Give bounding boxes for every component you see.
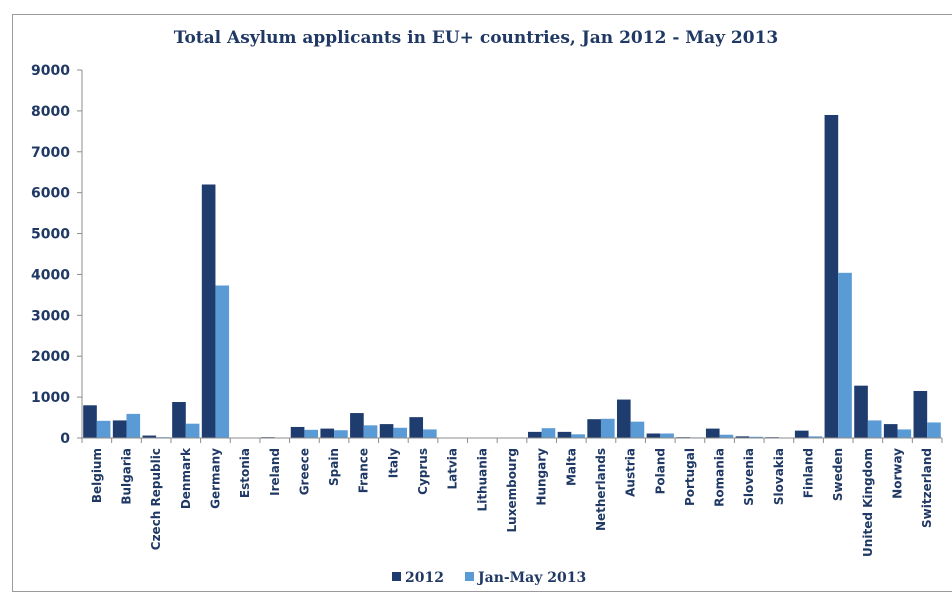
x-tick-label: Denmark (179, 447, 193, 509)
bar-series-2 (571, 434, 585, 438)
bar-series-1 (616, 399, 631, 438)
y-tick-label: 4000 (31, 267, 70, 283)
bar-series-2 (363, 425, 378, 438)
x-axis: Belgium Bulgaria Czech Republic Denmark Germ… (81, 437, 943, 557)
x-tick-label: Malta (564, 448, 578, 486)
bar-series-1 (735, 436, 750, 438)
x-tick-label: Spain (327, 448, 341, 486)
x-tick-label: Slovenia (742, 448, 756, 506)
x-tick-label: Luxembourg (505, 448, 519, 532)
bar-series-1 (646, 433, 661, 438)
bar-series-2 (630, 421, 645, 438)
x-tick-label: Switzerland (920, 448, 934, 528)
bar-series-2 (897, 429, 912, 438)
bars (83, 114, 941, 438)
bar-series-1 (705, 428, 720, 438)
bar-series-1 (379, 424, 394, 438)
bar-series-2 (541, 428, 556, 438)
y-tick-label: 2000 (31, 349, 70, 365)
x-tick-label: Norway (891, 448, 905, 499)
bar-series-1 (854, 385, 868, 438)
x-tick-label: Belgium (90, 448, 104, 503)
y-tick-label: 3000 (31, 308, 70, 324)
x-tick-label: Germany (208, 448, 222, 509)
x-tick-label: Hungary (535, 448, 549, 506)
bar-series-2 (126, 413, 141, 438)
y-tick-label: 9000 (31, 63, 70, 79)
bar-series-2 (600, 418, 615, 438)
x-tick-label: Ireland (268, 448, 282, 496)
bar-series-2 (867, 420, 882, 438)
x-tick-label: Romania (713, 448, 727, 507)
y-tick-label: 8000 (31, 104, 70, 120)
bar-series-1 (587, 419, 601, 438)
bar-series-2 (660, 433, 674, 438)
bar-series-1 (557, 431, 572, 438)
x-tick-label: Latvia (446, 448, 460, 490)
bar-series-1 (913, 390, 928, 438)
x-tick-label: Slovakia (772, 448, 786, 505)
bar-series-2 (393, 427, 408, 438)
bar-series-2 (808, 436, 823, 438)
bar-series-1 (409, 417, 424, 438)
bar-series-2 (838, 272, 852, 438)
x-tick-label: Finland (802, 448, 816, 498)
legend-label: 2012 (405, 570, 444, 586)
bar-series-1 (142, 435, 157, 438)
bar-series-2 (96, 420, 111, 438)
y-tick-label: 6000 (31, 186, 70, 202)
x-tick-label: United Kingdom (861, 448, 875, 557)
legend-swatch (465, 572, 474, 581)
bar-series-1 (112, 420, 127, 438)
x-tick-label: Portugal (683, 448, 697, 506)
x-tick-label: Poland (653, 448, 667, 494)
bar-series-1 (883, 424, 898, 438)
bar-series-2 (423, 429, 437, 438)
x-tick-label: Italy (386, 448, 400, 478)
x-tick-label: Bulgaria (119, 448, 133, 505)
bar-series-1 (320, 428, 335, 438)
x-tick-label: Austria (624, 448, 638, 497)
x-tick-label: Cyprus (416, 448, 430, 495)
y-axis: 0 1000 2000 3000 4000 5000 6000 7000 8000 9000 (31, 63, 83, 447)
y-tick-label: 1000 (31, 390, 70, 406)
x-tick-label: Estonia (238, 448, 252, 498)
bar-series-1 (794, 430, 809, 438)
chart-frame (12, 14, 952, 592)
bar-series-2 (304, 429, 319, 438)
x-tick-label: Sweden (831, 448, 845, 501)
bar-series-1 (172, 402, 186, 438)
bar-series-2 (719, 434, 734, 438)
x-tick-label: Netherlands (594, 448, 608, 531)
x-tick-label: Lithuania (475, 448, 489, 511)
legend-swatch (392, 572, 401, 581)
legend: 2012 Jan-May 2013 (392, 570, 586, 586)
bar-series-2 (185, 423, 200, 438)
bar-series-1 (290, 426, 305, 438)
y-tick-label: 5000 (31, 227, 70, 243)
bar-series-1 (350, 413, 364, 438)
bar-series-2 (927, 422, 941, 438)
bar-series-1 (83, 405, 97, 438)
bar-series-2 (334, 430, 348, 438)
y-tick-label: 0 (60, 431, 70, 447)
bar-series-1 (528, 431, 542, 438)
x-tick-label: Greece (297, 448, 311, 495)
legend-label: Jan-May 2013 (476, 570, 586, 586)
bar-series-2 (215, 285, 230, 438)
bar-series-1 (824, 114, 839, 438)
y-tick-label: 7000 (31, 145, 70, 161)
x-tick-label: Czech Republic (149, 448, 163, 550)
bar-series-1 (201, 184, 216, 438)
x-tick-label: France (357, 448, 371, 493)
chart-title: Total Asylum applicants in EU+ countries… (173, 28, 779, 48)
bar-series-2 (749, 436, 763, 438)
